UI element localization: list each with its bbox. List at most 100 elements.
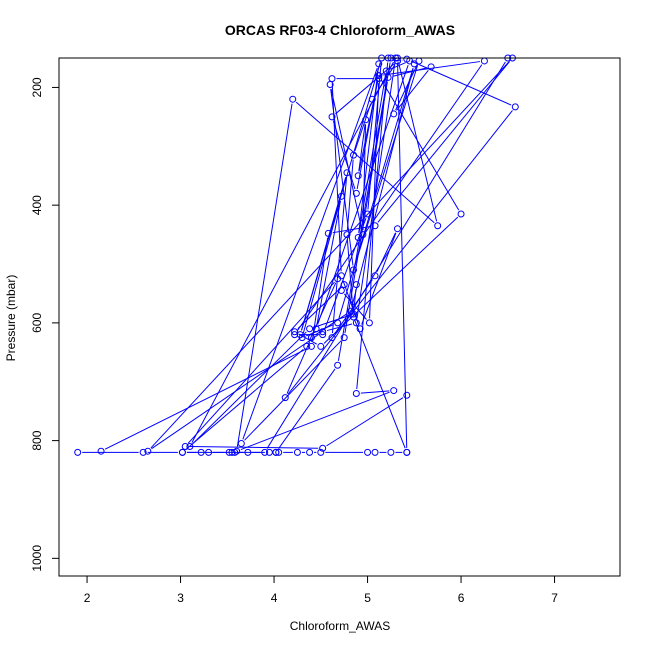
series-1-segment-54 <box>410 60 512 106</box>
series-3-segment-5 <box>150 60 510 449</box>
series-1-segment-3 <box>346 159 354 231</box>
series-1-point-55 <box>403 55 411 63</box>
series-1-segment-24 <box>301 62 381 331</box>
series-1-point-34 <box>326 80 334 88</box>
x-tick-label-6: 6 <box>458 591 465 605</box>
series-3-segment-10 <box>192 331 307 444</box>
series-3-point-4 <box>371 222 379 230</box>
series-1-segment-33 <box>330 88 363 231</box>
series-1-point-16 <box>375 75 383 83</box>
series-1-point-38 <box>427 63 435 71</box>
series-1-segment-37 <box>396 70 429 111</box>
series-layer <box>74 54 519 456</box>
series-2-point-12 <box>275 448 283 456</box>
series-1-point-37 <box>390 110 398 118</box>
series-1-segment-6 <box>335 63 395 115</box>
series-2-point-18 <box>387 448 395 456</box>
series-2-segment-32 <box>189 446 319 449</box>
series-1-point-8 <box>352 189 360 197</box>
series-2-point-28 <box>261 448 269 456</box>
series-3-segment-7 <box>326 323 353 332</box>
series-1-point-54 <box>511 103 519 111</box>
series-1-point-12 <box>291 328 299 336</box>
x-tick-label-4: 4 <box>271 591 278 605</box>
series-3-segment-4 <box>377 61 511 223</box>
series-2-point-33 <box>319 444 327 452</box>
series-2-point-13 <box>293 448 301 456</box>
series-1-point-3 <box>343 231 351 239</box>
series-1-segment-29 <box>383 61 481 76</box>
series-2-point-34 <box>403 391 411 399</box>
series-1-point-13 <box>340 281 348 289</box>
x-axis-label: Chloroform_AWAS <box>290 619 390 633</box>
series-3-point-10 <box>186 443 194 450</box>
series-1-segment-53 <box>287 110 513 395</box>
series-1-point-47 <box>337 192 345 200</box>
series-2-point-2 <box>139 448 147 456</box>
series-1-point-43 <box>354 234 362 242</box>
series-1-segment-58 <box>278 368 336 450</box>
x-tick-label-2: 2 <box>84 591 91 605</box>
series-1-point-40 <box>340 334 348 342</box>
series-1-segment-2 <box>346 239 354 313</box>
y-tick-label-600: 600 <box>30 313 44 333</box>
series-1-point-53 <box>281 394 289 402</box>
chart-title: ORCAS RF03-4 Chloroform_AWAS <box>225 22 455 38</box>
y-tick-label-200: 200 <box>30 77 44 97</box>
series-1-segment-1 <box>354 321 406 449</box>
series-3-point-13 <box>352 281 360 289</box>
series-1-point-23 <box>343 169 351 177</box>
series-2-point-4 <box>197 448 205 456</box>
series-1-segment-12 <box>297 287 342 329</box>
series-2-point-19 <box>403 448 411 456</box>
series-1-segment-50 <box>351 68 414 307</box>
series-2-point-16 <box>364 448 372 456</box>
series-1-point-15 <box>365 319 373 327</box>
series-1-point-42 <box>375 60 383 68</box>
series-2-segment-21 <box>295 101 435 224</box>
series-1-segment-4 <box>354 103 372 152</box>
series-2-point-8 <box>231 448 239 456</box>
series-2-segment-23 <box>240 391 390 451</box>
series-1-segment-11 <box>298 333 318 345</box>
x-tick-label-5: 5 <box>364 591 371 605</box>
series-3-point-8 <box>352 319 360 327</box>
y-tick-label-800: 800 <box>30 430 44 450</box>
series-1-point-48 <box>298 334 306 342</box>
series-1-point-35 <box>350 266 358 274</box>
series-3-point-7 <box>319 328 327 336</box>
series-3-segment-2 <box>311 237 329 343</box>
series-2-segment-22 <box>236 103 293 447</box>
series-2-point-23 <box>233 447 241 455</box>
series-1-point-28 <box>291 331 299 339</box>
series-2-segment-20 <box>398 62 438 222</box>
x-tick-label-7: 7 <box>551 591 558 605</box>
series-1-segment-57 <box>337 62 391 361</box>
plot-frame <box>58 57 621 577</box>
series-2-point-24 <box>390 387 398 395</box>
y-axis: 200 400 600 800 1000 <box>30 77 59 572</box>
series-2-point-1 <box>74 448 82 456</box>
series-2-point-10 <box>265 448 273 456</box>
x-tick-label-3: 3 <box>177 591 184 605</box>
series-3-point-11 <box>306 325 314 333</box>
series-2-point-31 <box>334 275 342 283</box>
series-1-segment-43 <box>358 75 386 234</box>
series-2-point-15 <box>317 448 325 456</box>
series-1-segment-14 <box>343 293 367 320</box>
series-3-point-2 <box>307 342 315 350</box>
series-2-segment-24 <box>360 390 390 394</box>
series-3-segment-3 <box>332 225 371 234</box>
series-3-segment-12 <box>353 289 357 310</box>
series-1-point-11 <box>317 342 325 350</box>
series-1-point-30 <box>375 72 383 80</box>
series-2-point-29 <box>178 448 186 456</box>
series-3-segment-8 <box>356 62 396 319</box>
series-2-point-32 <box>181 443 189 450</box>
series-1-point-10 <box>457 210 465 218</box>
series-1-point-27 <box>319 331 327 339</box>
series-1-segment-46 <box>316 200 342 325</box>
series-2-point-14 <box>306 448 314 456</box>
series-1-segment-31 <box>358 124 366 172</box>
